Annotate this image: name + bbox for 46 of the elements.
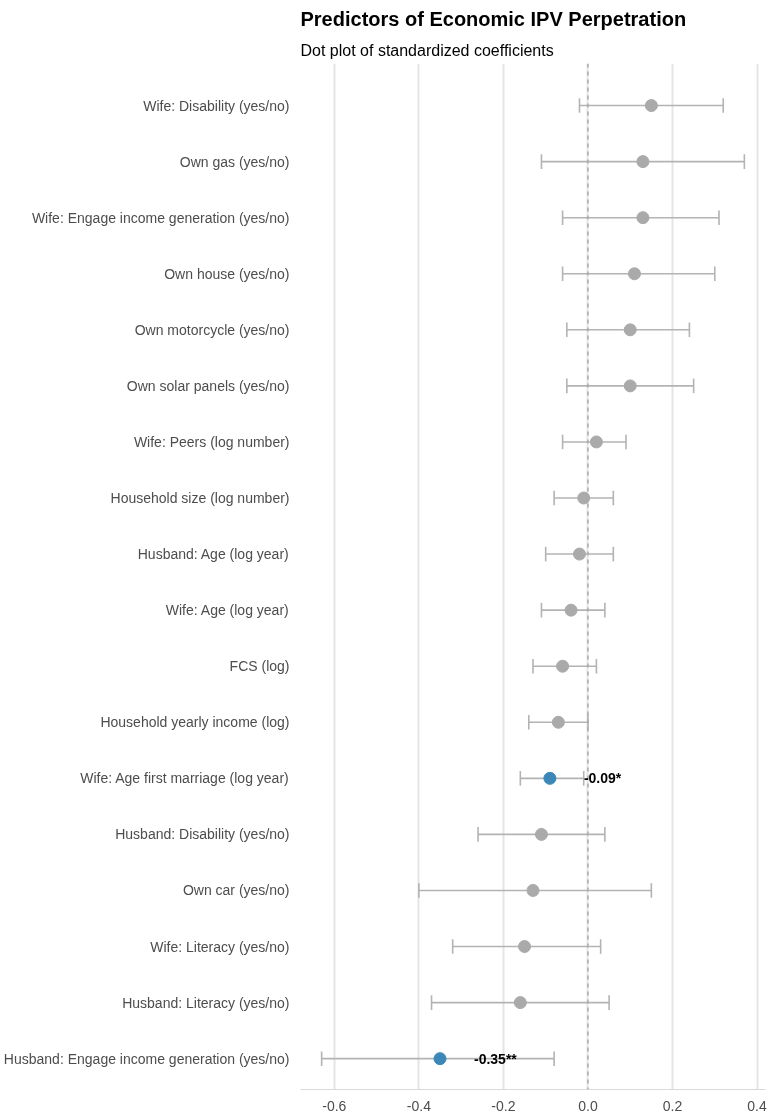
x-tick-label: -0.6 <box>322 1097 347 1113</box>
y-tick-label: Wife: Disability (yes/no) <box>143 97 290 114</box>
y-tick-label: Own motorcycle (yes/no) <box>134 321 290 338</box>
point <box>526 883 540 897</box>
point <box>623 379 637 393</box>
y-tick-label: Wife: Peers (log number) <box>133 433 290 450</box>
y-tick-label: Husband: Age (log year) <box>137 546 289 563</box>
point <box>433 1052 447 1066</box>
x-tick-label: 0.4 <box>747 1097 767 1113</box>
y-tick-label: Own house (yes/no) <box>164 265 290 282</box>
point <box>636 211 650 225</box>
y-tick-label: Wife: Literacy (yes/no) <box>150 938 290 955</box>
point <box>573 547 586 561</box>
point <box>513 996 527 1010</box>
x-tick-label: -0.4 <box>406 1097 432 1113</box>
x-tick-label: -0.2 <box>491 1097 516 1113</box>
point <box>577 491 591 505</box>
chart-subtitle: Dot plot of standardized coefficients <box>300 41 554 59</box>
chart-title: Predictors of Economic IPV Perpetration <box>300 7 687 30</box>
y-tick-label: Wife: Age first marriage (log year) <box>80 770 289 787</box>
point <box>636 155 650 169</box>
y-tick-label: Household size (log number) <box>110 490 290 507</box>
point <box>627 267 641 281</box>
point <box>564 603 578 617</box>
point <box>556 659 570 673</box>
point <box>644 99 658 113</box>
point <box>623 323 637 337</box>
point <box>534 827 548 841</box>
x-tick-label: 0.2 <box>662 1097 683 1113</box>
y-tick-label: Own car (yes/no) <box>182 882 290 899</box>
y-tick-label: Own solar panels (yes/no) <box>126 377 290 394</box>
x-tick-label: 0.0 <box>578 1097 598 1113</box>
y-tick-label: FCS (log) <box>229 658 290 675</box>
point <box>543 771 557 785</box>
point <box>518 940 532 954</box>
y-tick-label: Household yearly income (log) <box>100 714 290 731</box>
y-tick-label: Wife: Age (log year) <box>165 602 289 619</box>
point <box>551 715 565 729</box>
y-tick-label: Husband: Engage income generation (yes/no) <box>3 1050 290 1067</box>
y-tick-label: Wife: Engage income generation (yes/no) <box>31 209 290 226</box>
annotation: -0.35** <box>474 1050 518 1067</box>
y-tick-label: Husband: Literacy (yes/no) <box>122 994 290 1011</box>
y-tick-label: Own gas (yes/no) <box>179 153 290 170</box>
point <box>589 435 603 449</box>
y-tick-label: Husband: Disability (yes/no) <box>115 826 290 843</box>
annotation: -0.09* <box>583 770 622 787</box>
